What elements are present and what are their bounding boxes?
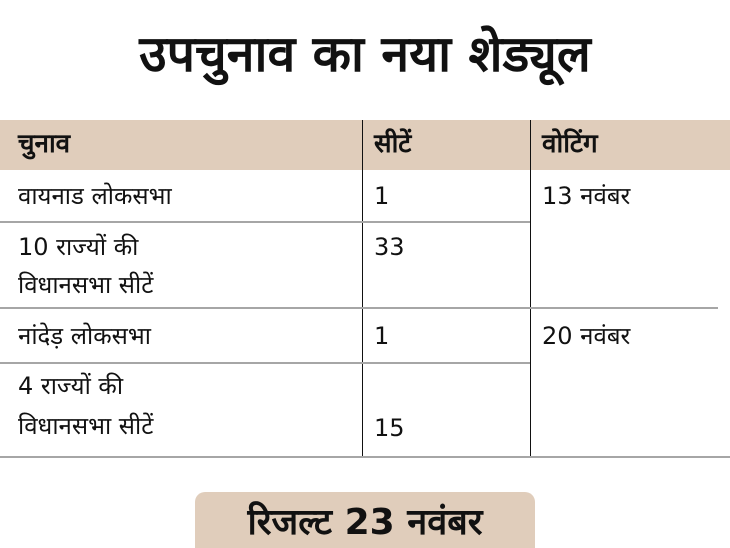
header-election: चुनाव	[18, 129, 71, 159]
voting-date: 13 नवंबर	[542, 182, 631, 210]
row-election: नांदेड़ लोकसभा	[18, 322, 151, 350]
column-divider	[530, 120, 531, 457]
column-divider	[362, 120, 363, 457]
row-election: वायनाड लोकसभा	[18, 182, 172, 210]
row-seats: 33	[374, 233, 405, 261]
row-divider	[0, 362, 530, 364]
header-seats: सीटें	[374, 129, 412, 159]
row-seats: 1	[374, 182, 390, 210]
page-title: उपचुनाव का नया शेड्यूल	[139, 25, 591, 83]
row-divider	[0, 456, 730, 458]
row-seats: 1	[374, 322, 390, 350]
row-divider	[0, 307, 718, 309]
row-election: 10 राज्यों की	[18, 233, 139, 261]
row-election: 4 राज्यों की	[18, 372, 124, 400]
header-voting: वोटिंग	[542, 129, 598, 159]
row-election: विधानसभा सीटें	[18, 271, 154, 299]
voting-date: 20 नवंबर	[542, 322, 631, 350]
row-divider	[0, 221, 530, 223]
row-seats: 15	[374, 414, 405, 442]
row-election: विधानसभा सीटें	[18, 412, 154, 440]
table-header	[0, 120, 730, 170]
result-badge: रिजल्ट 23 नवंबर	[195, 492, 535, 548]
